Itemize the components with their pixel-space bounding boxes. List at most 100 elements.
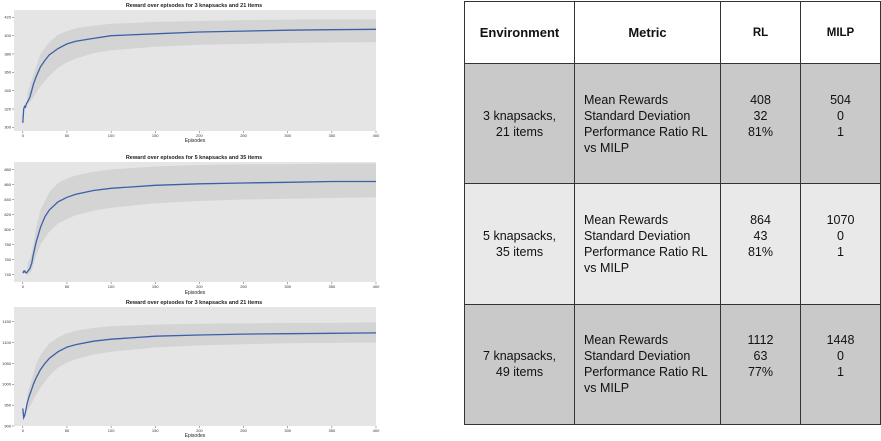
results-table: Environment Metric RL MILP 3 knapsacks, … bbox=[464, 1, 881, 426]
metric-line: vs MILP bbox=[584, 381, 630, 396]
chart-title: Reward over episodes for 3 knapsacks and… bbox=[126, 3, 262, 9]
x-tick-label: 300 bbox=[284, 284, 291, 289]
milp-cell: 1070 0 1 bbox=[800, 183, 881, 305]
rl-cell: 864 43 81% bbox=[720, 183, 801, 305]
milp-cell: 504 0 1 bbox=[800, 62, 881, 185]
metric-line: Standard Deviation bbox=[584, 349, 691, 364]
x-tick-label: 100 bbox=[108, 133, 115, 138]
chart-panel-5-knapsacks-35-items: Reward over episodes for 5 knapsacks and… bbox=[0, 152, 380, 297]
rl-value: 81% bbox=[747, 244, 774, 259]
y-tick-label: 780 bbox=[4, 242, 11, 247]
metric-line: Mean Rewards bbox=[584, 212, 669, 227]
x-tick-label: 350 bbox=[329, 284, 336, 289]
confidence-band bbox=[27, 163, 376, 276]
x-tick-label: 150 bbox=[152, 284, 159, 289]
y-tick-label: 360 bbox=[4, 70, 11, 75]
chart-title: Reward over episodes for 3 knapsacks and… bbox=[126, 300, 262, 306]
metric-line: Performance Ratio RL bbox=[584, 244, 708, 259]
series-line-mean bbox=[22, 28, 377, 123]
line-chart: Reward over episodes for 5 knapsacks and… bbox=[4, 155, 380, 296]
rl-cell: 408 32 81% bbox=[720, 62, 801, 185]
x-tick-label: 0 bbox=[22, 133, 25, 138]
metric-cell: Mean Rewards Standard Deviation Performa… bbox=[574, 303, 721, 426]
y-tick-label: 860 bbox=[4, 182, 11, 187]
y-tick-label: 400 bbox=[4, 33, 11, 38]
y-tick-label: 760 bbox=[4, 257, 11, 262]
metric-line: Standard Deviation bbox=[584, 228, 691, 243]
header-metric: Metric bbox=[574, 1, 721, 64]
rl-value: 864 bbox=[750, 212, 771, 227]
milp-value: 0 bbox=[837, 228, 844, 243]
environment-line: 35 items bbox=[495, 244, 544, 259]
x-tick-label: 350 bbox=[329, 133, 336, 138]
rl-value: 32 bbox=[753, 108, 768, 123]
x-tick-label: 250 bbox=[240, 428, 247, 433]
milp-value: 1 bbox=[837, 365, 844, 380]
y-tick-label: 820 bbox=[4, 212, 11, 217]
x-tick-label: 400 bbox=[373, 284, 380, 289]
environment-line: 5 knapsacks, bbox=[483, 228, 556, 243]
y-tick-label: 1000 bbox=[2, 382, 12, 387]
milp-value: 0 bbox=[837, 349, 844, 364]
y-tick-label: 880 bbox=[4, 167, 11, 172]
x-tick-label: 400 bbox=[373, 133, 380, 138]
rl-value: 408 bbox=[750, 92, 771, 107]
environment-cell: 5 knapsacks, 35 items bbox=[464, 183, 575, 305]
metric-cell: Mean Rewards Standard Deviation Performa… bbox=[574, 183, 721, 305]
metric-line: vs MILP bbox=[584, 140, 630, 155]
environment-line: 7 knapsacks, bbox=[483, 349, 556, 364]
x-tick-label: 200 bbox=[196, 133, 203, 138]
chart-panel-3-knapsacks-21-items: Reward over episodes for 3 knapsacks and… bbox=[0, 0, 380, 145]
header-environment: Environment bbox=[464, 1, 575, 64]
x-tick-label: 0 bbox=[22, 428, 25, 433]
metric-line: Mean Rewards bbox=[584, 333, 669, 348]
x-tick-label: 350 bbox=[329, 428, 336, 433]
y-tick-label: 420 bbox=[4, 15, 11, 20]
x-axis-label: Episodes bbox=[185, 138, 206, 144]
environment-cell: 3 knapsacks, 21 items bbox=[464, 62, 575, 185]
x-tick-label: 300 bbox=[284, 428, 291, 433]
rl-cell: 1112 63 77% bbox=[720, 303, 801, 426]
x-tick-label: 400 bbox=[373, 428, 380, 433]
milp-value: 1 bbox=[837, 124, 844, 139]
metric-line: Performance Ratio RL bbox=[584, 124, 708, 139]
metric-line: Mean Rewards bbox=[584, 92, 669, 107]
x-tick-label: 200 bbox=[196, 284, 203, 289]
x-tick-label: 150 bbox=[152, 428, 159, 433]
x-tick-label: 250 bbox=[240, 133, 247, 138]
metric-cell: Mean Rewards Standard Deviation Performa… bbox=[574, 62, 721, 185]
environment-cell: 7 knapsacks, 49 items bbox=[464, 303, 575, 426]
metric-line: Performance Ratio RL bbox=[584, 365, 708, 380]
series-line-mean bbox=[22, 332, 377, 421]
milp-value: 504 bbox=[830, 92, 851, 107]
x-tick-label: 200 bbox=[196, 428, 203, 433]
table-row: 5 knapsacks, 35 items Mean Rewards Stand… bbox=[464, 183, 881, 305]
x-tick-label: 50 bbox=[65, 284, 70, 289]
milp-value: 1070 bbox=[826, 212, 855, 227]
header-rl: RL bbox=[720, 1, 801, 64]
y-tick-label: 840 bbox=[4, 197, 11, 202]
x-tick-label: 300 bbox=[284, 133, 291, 138]
header-milp: MILP bbox=[800, 1, 881, 64]
environment-line: 49 items bbox=[495, 365, 544, 380]
rl-value: 81% bbox=[747, 124, 774, 139]
x-tick-label: 100 bbox=[108, 428, 115, 433]
milp-value: 1448 bbox=[826, 333, 855, 348]
metric-line: vs MILP bbox=[584, 260, 630, 275]
chart-title: Reward over episodes for 5 knapsacks and… bbox=[126, 155, 262, 161]
x-tick-label: 150 bbox=[152, 133, 159, 138]
series-line-mean bbox=[22, 180, 376, 274]
line-chart: Reward over episodes for 3 knapsacks and… bbox=[4, 3, 380, 144]
rl-value: 43 bbox=[753, 228, 768, 243]
x-tick-label: 50 bbox=[65, 133, 70, 138]
milp-value: 0 bbox=[837, 108, 844, 123]
rl-value: 77% bbox=[747, 365, 774, 380]
x-axis-label: Episodes bbox=[185, 290, 206, 296]
environment-line: 21 items bbox=[495, 124, 544, 139]
y-tick-label: 800 bbox=[4, 227, 11, 232]
y-tick-label: 320 bbox=[4, 106, 11, 111]
y-tick-label: 340 bbox=[4, 88, 11, 93]
rl-value: 1112 bbox=[747, 333, 774, 348]
table-row: 7 knapsacks, 49 items Mean Rewards Stand… bbox=[464, 303, 881, 426]
y-tick-label: 740 bbox=[4, 272, 11, 277]
